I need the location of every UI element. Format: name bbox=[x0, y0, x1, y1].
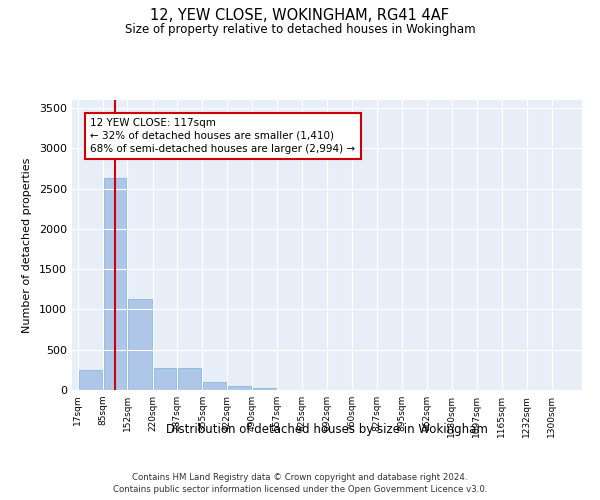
Text: Contains HM Land Registry data © Crown copyright and database right 2024.: Contains HM Land Registry data © Crown c… bbox=[132, 472, 468, 482]
Text: 12 YEW CLOSE: 117sqm
← 32% of detached houses are smaller (1,410)
68% of semi-de: 12 YEW CLOSE: 117sqm ← 32% of detached h… bbox=[91, 118, 356, 154]
Bar bbox=[128, 299, 152, 390]
Text: Size of property relative to detached houses in Wokingham: Size of property relative to detached ho… bbox=[125, 22, 475, 36]
Bar bbox=[228, 386, 251, 390]
Bar bbox=[203, 382, 226, 390]
Text: Distribution of detached houses by size in Wokingham: Distribution of detached houses by size … bbox=[166, 422, 488, 436]
Bar bbox=[253, 388, 276, 390]
Bar bbox=[79, 370, 101, 390]
Text: Contains public sector information licensed under the Open Government Licence v3: Contains public sector information licen… bbox=[113, 485, 487, 494]
Y-axis label: Number of detached properties: Number of detached properties bbox=[22, 158, 32, 332]
Bar bbox=[178, 368, 202, 390]
Text: 12, YEW CLOSE, WOKINGHAM, RG41 4AF: 12, YEW CLOSE, WOKINGHAM, RG41 4AF bbox=[151, 8, 449, 22]
Bar bbox=[104, 178, 127, 390]
Bar bbox=[154, 368, 176, 390]
